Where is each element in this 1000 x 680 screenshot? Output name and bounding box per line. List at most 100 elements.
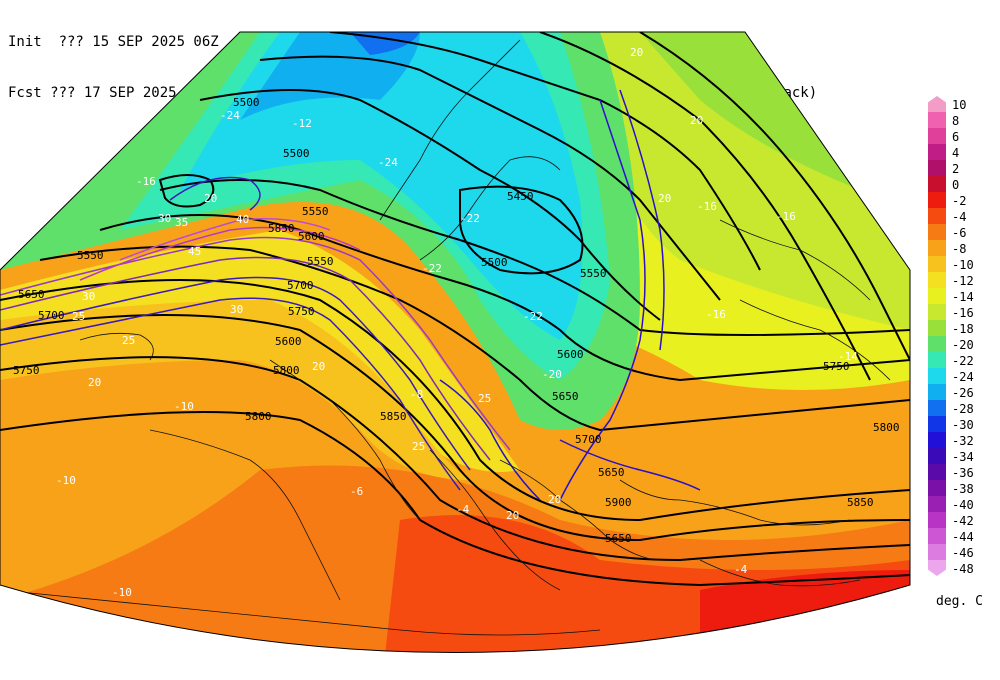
height-label: 5550 xyxy=(580,267,607,280)
legend-swatch xyxy=(928,448,946,464)
legend-swatch xyxy=(928,512,946,528)
height-label: 5450 xyxy=(507,190,534,203)
legend-label: -24 xyxy=(952,370,974,384)
height-label: 5600 xyxy=(298,230,325,243)
legend-label: -8 xyxy=(952,242,967,256)
legend-swatch xyxy=(928,176,946,192)
legend-swatch xyxy=(928,432,946,448)
wind-label: 45 xyxy=(188,245,201,258)
temperature-label: -4 xyxy=(734,563,748,576)
temperature-label: -22 xyxy=(422,262,442,275)
height-label: 5850 xyxy=(847,496,874,509)
height-label: 5800 xyxy=(245,410,272,423)
legend-swatch xyxy=(928,192,946,208)
legend-label: -30 xyxy=(952,418,974,432)
height-label: 5750 xyxy=(13,364,40,377)
legend-label: -6 xyxy=(952,226,967,240)
legend-label: -28 xyxy=(952,402,974,416)
legend-swatch xyxy=(928,112,946,128)
wind-label: 25 xyxy=(478,392,491,405)
wind-labels: 20 20 20 20 20 20 25 25 25 25 30 30 30 3… xyxy=(72,46,703,522)
legend-swatch xyxy=(928,352,946,368)
wind-label: 20 xyxy=(690,114,703,127)
legend-swatch xyxy=(928,496,946,512)
geopotential-height-contours xyxy=(0,32,910,587)
legend-swatch xyxy=(928,528,946,544)
legend-label: -2 xyxy=(952,194,967,208)
temperature-label: -22 xyxy=(523,310,543,323)
legend-swatch xyxy=(928,288,946,304)
wind-label: 20 xyxy=(506,509,519,522)
legend-label: -32 xyxy=(952,434,974,448)
wind-label: 20 xyxy=(548,493,561,506)
legend-swatch xyxy=(928,240,946,256)
temperature-label: -6 xyxy=(350,485,363,498)
legend-label: -12 xyxy=(952,274,974,288)
wind-label: 30 xyxy=(230,303,243,316)
height-label: 5750 xyxy=(823,360,850,373)
legend-swatch xyxy=(928,480,946,496)
legend-label: -14 xyxy=(952,290,974,304)
height-label: 5800 xyxy=(273,364,300,377)
temperature-label: -10 xyxy=(174,400,194,413)
legend-label: -18 xyxy=(952,322,974,336)
temperature-label: -24 xyxy=(378,156,398,169)
wind-label: 40 xyxy=(236,213,249,226)
temperature-label: -12 xyxy=(292,117,312,130)
wind-label: 20 xyxy=(88,376,101,389)
temperature-label: -16 xyxy=(697,200,717,213)
wind-label: 20 xyxy=(658,192,671,205)
temperature-labels: -24 -24 -22 -22 -22 -20 -16 -16 -16 -16 … xyxy=(56,109,858,599)
temperature-label: -16 xyxy=(776,210,796,223)
map-frame xyxy=(0,31,911,653)
temperature-label: -10 xyxy=(112,586,132,599)
height-label: 5550 xyxy=(307,255,334,268)
height-label: 5650 xyxy=(605,532,632,545)
legend-label: -10 xyxy=(952,258,974,272)
height-label: 5550 xyxy=(77,249,104,262)
legend-swatch xyxy=(928,208,946,224)
legend-swatch xyxy=(928,400,946,416)
legend-label: 10 xyxy=(952,98,967,112)
height-label: 5750 xyxy=(288,305,315,318)
height-label: 5500 xyxy=(233,96,260,109)
height-labels: 5500 5500 5500 5550 5550 5550 5550 5600 … xyxy=(13,96,900,545)
legend-label: -4 xyxy=(952,210,967,224)
legend-swatch xyxy=(928,272,946,288)
legend-swatch xyxy=(928,560,946,576)
height-label: 5650 xyxy=(552,390,579,403)
temperature-label: -8 xyxy=(410,388,423,401)
legend-label: 2 xyxy=(952,162,960,176)
temperature-label: -10 xyxy=(56,474,76,487)
legend-label: -44 xyxy=(952,530,974,544)
legend-label: -36 xyxy=(952,466,974,480)
wind-label: 20 xyxy=(204,192,217,205)
legend-label: -42 xyxy=(952,514,974,528)
legend-swatch xyxy=(928,320,946,336)
height-label: 5850 xyxy=(380,410,407,423)
legend-swatch xyxy=(928,464,946,480)
height-label: 5700 xyxy=(287,279,314,292)
temperature-label: -24 xyxy=(220,109,240,122)
temperature-label: -22 xyxy=(460,212,480,225)
temperature-label: -16 xyxy=(136,175,156,188)
height-label: 5600 xyxy=(275,335,302,348)
wind-label: 30 xyxy=(158,212,171,225)
legend-swatch xyxy=(928,96,946,112)
legend-label: -20 xyxy=(952,338,974,352)
legend-swatch xyxy=(928,160,946,176)
legend-units: deg. C xyxy=(936,594,983,609)
legend-swatch xyxy=(928,384,946,400)
legend-swatch xyxy=(928,144,946,160)
wind-label: 30 xyxy=(82,290,95,303)
wind-label: 25 xyxy=(122,334,135,347)
wind-label: 20 xyxy=(630,46,643,59)
legend-label: -46 xyxy=(952,546,974,560)
legend-label: -22 xyxy=(952,354,974,368)
height-label: 5600 xyxy=(557,348,584,361)
height-label: 5650 xyxy=(18,288,45,301)
wind-label: 20 xyxy=(312,360,325,373)
height-label: 5500 xyxy=(283,147,310,160)
